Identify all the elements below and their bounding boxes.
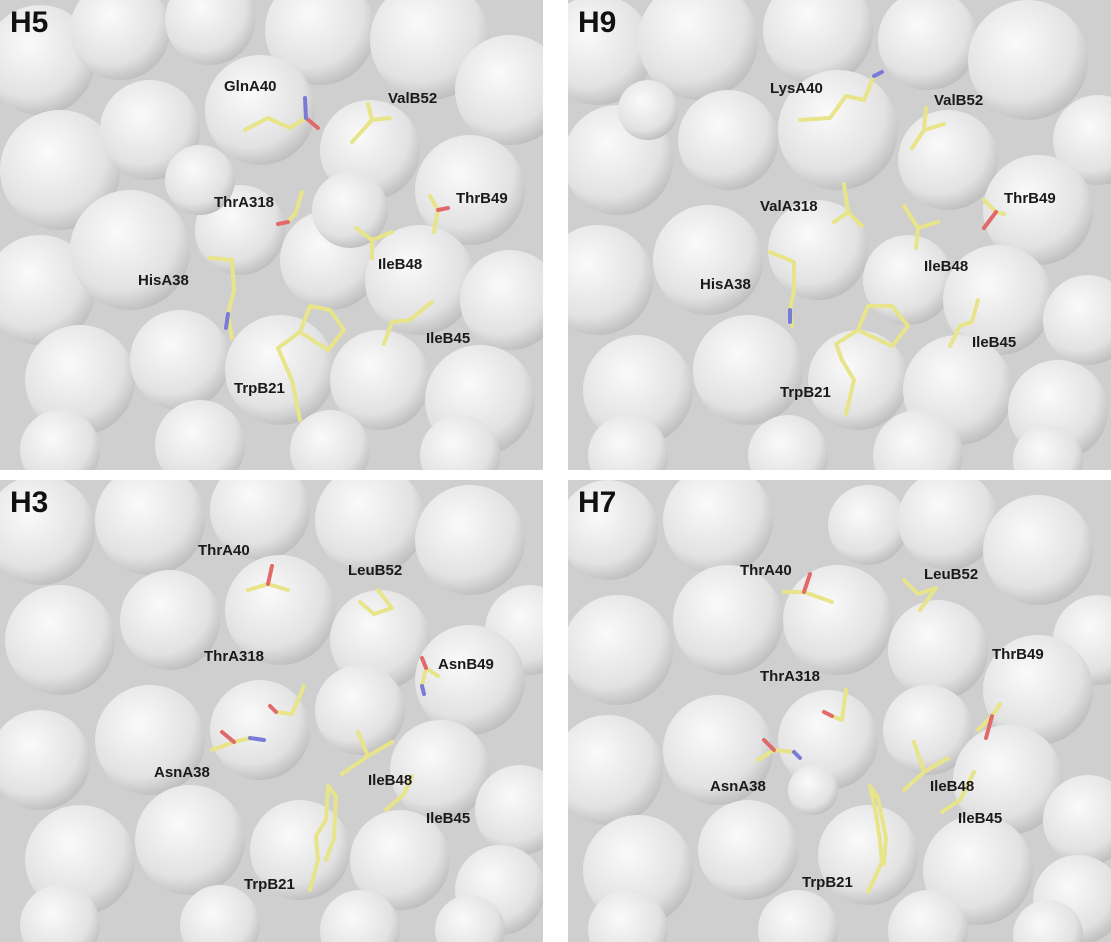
panel-h3: H3 ThrA40 LeuB52 ThrA318 AsnB49 AsnA38 I… (0, 480, 543, 942)
residue-label: IleB45 (972, 334, 1017, 351)
residue-label: ThrA318 (214, 194, 275, 211)
molecular-surface-h5 (0, 0, 543, 470)
residue-label: ValA318 (760, 198, 818, 215)
residue-label: TrpB21 (244, 876, 295, 893)
residue-label: IleB48 (930, 778, 975, 795)
panel-title: H5 (10, 6, 49, 39)
residue-label: ThrB49 (1004, 190, 1056, 207)
residue-label: HisA38 (700, 276, 751, 293)
residue-label: IleB45 (426, 810, 471, 827)
panel-title: H7 (578, 486, 617, 519)
residue-label: AsnA38 (154, 764, 210, 781)
residue-label: ThrA40 (740, 562, 792, 579)
molecular-surface-h9 (568, 0, 1111, 470)
residue-label: ThrB49 (456, 190, 508, 207)
residue-label: ThrA318 (760, 668, 821, 685)
residue-label: ThrA40 (198, 542, 250, 559)
residue-label: HisA38 (138, 272, 189, 289)
residue-label: IleB45 (958, 810, 1003, 827)
panel-h5: H5 GlnA40 ValB52 ThrA318 ThrB49 IleB48 H… (0, 0, 543, 470)
panel-h7: H7 ThrA40 LeuB52 ThrA318 ThrB49 AsnA38 I… (568, 480, 1111, 942)
residue-label: IleB48 (378, 256, 423, 273)
residue-label: ThrB49 (992, 646, 1044, 663)
residue-label: LeuB52 (924, 566, 979, 583)
residue-label: ValB52 (934, 92, 984, 109)
residue-label: TrpB21 (802, 874, 853, 891)
residue-label: TrpB21 (780, 384, 831, 401)
panel-title: H9 (578, 6, 617, 39)
residue-label: IleB48 (368, 772, 413, 789)
residue-label: GlnA40 (224, 78, 277, 95)
residue-label: AsnA38 (710, 778, 766, 795)
residue-label: ThrA318 (204, 648, 265, 665)
residue-label: LeuB52 (348, 562, 403, 579)
residue-label: TrpB21 (234, 380, 285, 397)
panel-title: H3 (10, 486, 49, 519)
residue-label: IleB45 (426, 330, 471, 347)
residue-label: AsnB49 (438, 656, 494, 673)
residue-label: ValB52 (388, 90, 438, 107)
molecular-surface-h7 (568, 480, 1111, 942)
molecular-surface-h3 (0, 480, 543, 942)
panel-h9: H9 LysA40 ValB52 ValA318 ThrB49 IleB48 H… (568, 0, 1111, 470)
residue-label: LysA40 (770, 80, 823, 97)
residue-label: IleB48 (924, 258, 969, 275)
